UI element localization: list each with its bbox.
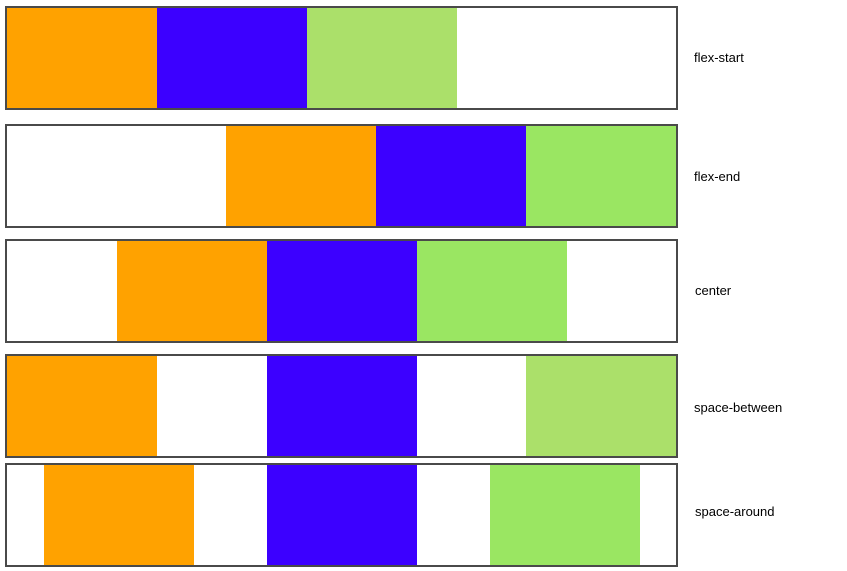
flex-item-3	[307, 8, 457, 108]
flex-item-1	[116, 241, 267, 341]
flex-item-3	[489, 465, 640, 565]
flex-item-1	[226, 126, 376, 226]
row-label: center	[695, 283, 732, 298]
row-label: flex-start	[694, 50, 744, 65]
flex-item-2	[157, 8, 307, 108]
flex-item-1	[43, 465, 194, 565]
flex-container	[5, 6, 678, 110]
row-label: space-between	[694, 400, 783, 415]
flex-container	[5, 354, 678, 458]
flex-container	[5, 124, 678, 228]
flex-container	[5, 239, 678, 343]
row-label: space-around	[695, 504, 775, 519]
flex-item-1	[7, 356, 157, 456]
flex-container	[5, 463, 678, 567]
row-label: flex-end	[694, 169, 741, 184]
flex-item-3	[416, 241, 567, 341]
flex-item-3	[526, 356, 676, 456]
flex-item-2	[376, 126, 526, 226]
flex-item-2	[266, 241, 417, 341]
flex-item-2	[266, 465, 417, 565]
flex-item-3	[526, 126, 676, 226]
flex-item-2	[266, 356, 417, 456]
flex-item-1	[7, 8, 157, 108]
